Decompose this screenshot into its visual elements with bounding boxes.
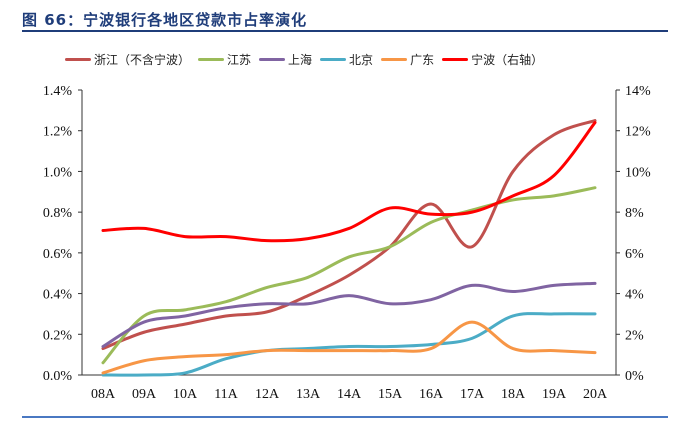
figure-title: 图 66：宁波银行各地区贷款市占率演化 <box>22 11 308 29</box>
left-tick-label: 1.0% <box>43 165 73 180</box>
legend-item: 上海 <box>259 51 312 68</box>
x-tick-label: 16A <box>419 387 444 402</box>
right-tick-label: 6% <box>625 247 644 262</box>
legend: 浙江（不含宁波） 江苏 上海 北京 广东 宁波（右轴） <box>65 51 543 68</box>
legend-item: 广东 <box>381 51 434 68</box>
legend-item: 北京 <box>320 51 373 68</box>
right-tick-label: 0% <box>625 369 644 384</box>
legend-swatch <box>442 58 469 61</box>
legend-label: 宁波（右轴） <box>471 53 544 67</box>
series-line-5 <box>101 121 597 243</box>
legend-swatch <box>320 58 347 61</box>
right-tick-label: 10% <box>625 165 651 180</box>
legend-swatch <box>198 58 225 61</box>
x-tick-label: 10A <box>173 387 198 402</box>
legend-item: 浙江（不含宁波） <box>65 51 190 68</box>
left-tick-label: 0.6% <box>43 247 73 262</box>
right-tick-label: 14% <box>625 84 651 99</box>
legend-label: 江苏 <box>227 53 252 67</box>
left-tick-label: 1.2% <box>43 125 73 140</box>
x-tick-label: 12A <box>255 387 280 402</box>
left-tick-label: 0.8% <box>43 206 73 221</box>
right-tick-label: 2% <box>625 328 644 343</box>
x-tick-label: 20A <box>583 387 608 402</box>
right-tick-label: 4% <box>625 288 644 303</box>
legend-label: 上海 <box>288 53 313 67</box>
legend-label: 北京 <box>349 53 374 67</box>
x-tick-label: 14A <box>337 387 362 402</box>
x-tick-label: 15A <box>378 387 403 402</box>
left-tick-label: 1.4% <box>43 84 73 99</box>
legend-item: 宁波（右轴） <box>442 51 543 68</box>
legend-label: 浙江（不含宁波） <box>94 53 191 67</box>
series-line-3 <box>101 312 597 377</box>
title-divider <box>22 30 668 32</box>
right-tick-label: 12% <box>625 125 651 140</box>
x-tick-label: 08A <box>91 387 116 402</box>
left-tick-label: 0.2% <box>43 328 73 343</box>
x-tick-label: 19A <box>542 387 567 402</box>
x-tick-label: 17A <box>460 387 485 402</box>
legend-swatch <box>381 58 408 61</box>
legend-label: 广东 <box>410 53 435 67</box>
left-tick-label: 0.4% <box>43 288 73 303</box>
footer-divider <box>22 416 668 418</box>
x-tick-label: 09A <box>132 387 157 402</box>
x-tick-label: 18A <box>501 387 526 402</box>
legend-item: 江苏 <box>198 51 251 68</box>
legend-swatch <box>259 58 286 61</box>
left-tick-label: 0.0% <box>43 369 73 384</box>
x-tick-label: 11A <box>214 387 238 402</box>
right-tick-label: 8% <box>625 206 644 221</box>
x-tick-label: 13A <box>296 387 321 402</box>
legend-swatch <box>65 58 91 61</box>
